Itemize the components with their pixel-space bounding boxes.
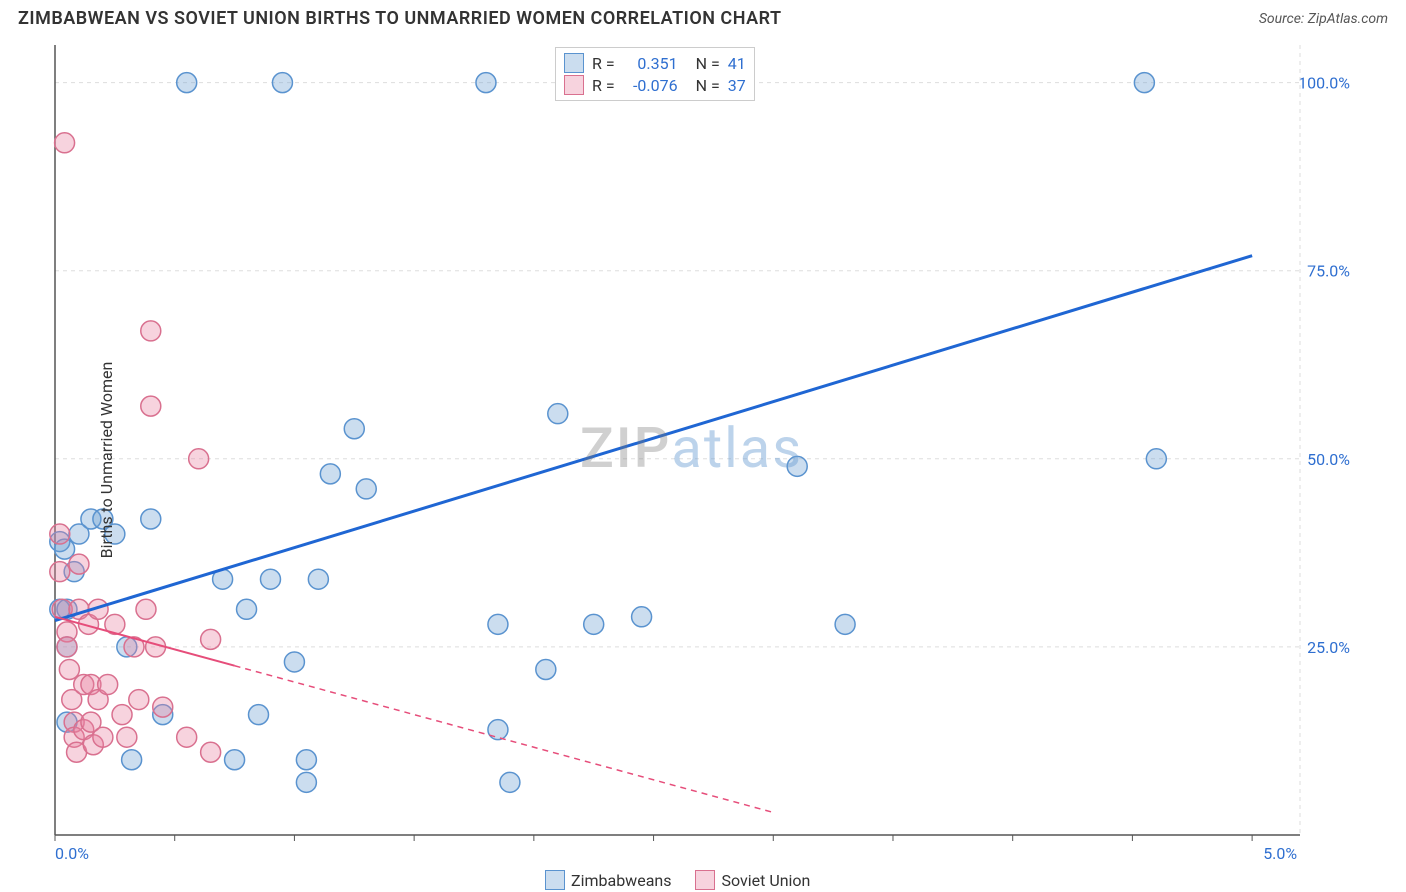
svg-text:100.0%: 100.0% [1298, 74, 1350, 93]
data-point [272, 73, 292, 93]
data-point [93, 727, 113, 747]
legend-series-item: Zimbabweans [545, 870, 671, 890]
correlation-chart: Births to Unmarried Women 25.0% 50.0% 75.0… [0, 35, 1406, 885]
data-point [344, 419, 364, 439]
data-point [136, 599, 156, 619]
data-point [55, 133, 75, 153]
data-point [50, 562, 70, 582]
data-point [356, 479, 376, 499]
data-point [488, 720, 508, 740]
data-point [284, 652, 304, 672]
data-point [787, 456, 807, 476]
legend-n-label: N = [696, 76, 720, 95]
data-point [296, 772, 316, 792]
data-point [153, 697, 173, 717]
data-point [177, 73, 197, 93]
data-point [584, 614, 604, 634]
data-point [476, 73, 496, 93]
legend-r-label: R = [592, 54, 615, 73]
svg-text:5.0%: 5.0% [1263, 844, 1297, 863]
data-point [1134, 73, 1154, 93]
data-point [177, 727, 197, 747]
data-point [237, 599, 257, 619]
svg-text:50.0%: 50.0% [1307, 450, 1350, 469]
legend-swatch [545, 870, 565, 890]
data-point [112, 705, 132, 725]
data-point [225, 750, 245, 770]
data-point [260, 569, 280, 589]
data-point [141, 321, 161, 341]
data-point [1146, 449, 1166, 469]
data-point [141, 396, 161, 416]
data-point [548, 404, 568, 424]
legend-series: Zimbabweans Soviet Union [545, 870, 810, 890]
data-point [249, 705, 269, 725]
data-point [117, 727, 137, 747]
legend-swatch [564, 75, 584, 95]
data-point [488, 614, 508, 634]
data-point [50, 524, 70, 544]
data-point [69, 554, 89, 574]
y-axis-label: Births to Unmarried Women [97, 362, 116, 559]
svg-text:25.0%: 25.0% [1307, 638, 1350, 657]
legend-stats-row: R = -0.076 N = 37 [564, 74, 746, 96]
legend-stats: R = 0.351 N = 41 R = -0.076 N = 37 [555, 47, 755, 101]
legend-series-label: Soviet Union [721, 871, 810, 890]
data-point [201, 742, 221, 762]
source-label: Source: ZipAtlas.com [1259, 11, 1388, 27]
data-point [201, 629, 221, 649]
legend-n-value: 37 [728, 76, 746, 95]
data-point [129, 690, 149, 710]
data-point [57, 637, 77, 657]
data-point [189, 449, 209, 469]
legend-r-value: 0.351 [623, 54, 678, 73]
data-point [296, 750, 316, 770]
legend-n-label: N = [696, 54, 720, 73]
data-point [536, 659, 556, 679]
data-point [98, 675, 118, 695]
page-title: ZIMBABWEAN VS SOVIET UNION BIRTHS TO UNM… [18, 8, 782, 29]
svg-text:0.0%: 0.0% [55, 844, 89, 863]
data-point [500, 772, 520, 792]
legend-swatch [695, 870, 715, 890]
data-point [59, 659, 79, 679]
data-point [835, 614, 855, 634]
data-point [632, 607, 652, 627]
data-point [122, 750, 142, 770]
legend-series-label: Zimbabweans [571, 871, 671, 890]
trend-line [55, 256, 1252, 621]
legend-r-label: R = [592, 76, 615, 95]
chart-svg: 25.0% 50.0% 75.0% 100.0% 0.0% 5.0% [0, 35, 1406, 885]
legend-n-value: 41 [728, 54, 746, 73]
data-point [320, 464, 340, 484]
data-point [308, 569, 328, 589]
legend-r-value: -0.076 [623, 76, 678, 95]
data-point [141, 509, 161, 529]
legend-stats-row: R = 0.351 N = 41 [564, 52, 746, 74]
legend-series-item: Soviet Union [695, 870, 810, 890]
svg-text:75.0%: 75.0% [1307, 262, 1350, 281]
legend-swatch [564, 53, 584, 73]
